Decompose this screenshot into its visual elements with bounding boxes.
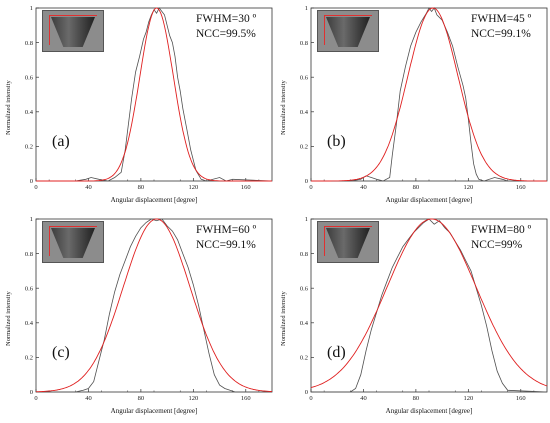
x-tick-label: 80 [138, 395, 145, 402]
inset-scale-line [324, 15, 325, 45]
chart-b: 0 40 80 120 160 0 0.2 0.4 0.6 0.8 1 [300, 5, 548, 191]
y-tick-label: 0.4 [300, 109, 309, 116]
inset-scale-line [324, 226, 372, 227]
y-tick-label: 0.4 [25, 109, 34, 116]
chart-d: 0 40 80 120 160 0 0.2 0.4 0.6 0.8 1 [300, 216, 548, 402]
fwhm-annotation-d: FWHM=80 º [471, 224, 532, 236]
y-tick-label: 0.6 [25, 285, 34, 292]
y-tick-label: 1 [305, 216, 308, 223]
fwhm-annotation-c: FWHM=60 º [196, 224, 257, 236]
x-tick-label: 0 [309, 184, 312, 191]
inset-image-d [317, 221, 379, 263]
ncc-annotation-d: NCC=99% [471, 239, 523, 251]
x-tick-label: 0 [34, 184, 37, 191]
panel-label-a: (a) [52, 133, 70, 150]
chart-c: 0 40 80 120 160 0 0.2 0.4 0.6 0.8 1 [25, 216, 273, 402]
y-tick-label: 0.6 [25, 74, 34, 81]
fit-curve [36, 7, 272, 182]
y-tick-label: 0.2 [25, 355, 33, 362]
y-tick-label: 0 [305, 389, 308, 396]
y-tick-label: 0.2 [25, 144, 33, 151]
x-tick-label: 160 [516, 184, 526, 191]
y-tick-label: 0.6 [300, 74, 309, 81]
inset-trapezoid [326, 228, 370, 258]
x-tick-label: 120 [188, 395, 198, 402]
measured-curve [36, 7, 273, 182]
panel-d: 0 40 80 120 160 0 0.2 0.4 0.6 0.8 1 FWHM=80 º NCC=… [275, 211, 550, 422]
inset-image-c [42, 221, 104, 263]
inset-trapezoid [51, 228, 95, 258]
x-tick-label: 120 [463, 395, 473, 402]
inset-scale-line [324, 15, 372, 16]
fwhm-annotation-b: FWHM=45 º [471, 13, 532, 25]
y-tick-label: 1 [305, 5, 308, 12]
panel-label-d: (d) [327, 344, 346, 361]
x-tick-label: 80 [413, 395, 420, 402]
ncc-annotation-c: NCC=99.1% [196, 239, 256, 251]
y-tick-label: 1 [30, 5, 33, 12]
inset-trapezoid [326, 17, 370, 47]
x-tick-label: 80 [413, 184, 420, 191]
y-tick-label: 0.6 [300, 285, 309, 292]
x-tick-label: 40 [85, 395, 92, 402]
inset-scale-line [49, 226, 97, 227]
ncc-annotation-b: NCC=99.1% [471, 28, 531, 40]
panel-label-b: (b) [327, 133, 346, 150]
x-axis-label-c: Angular displacement [degree] [110, 407, 198, 415]
x-tick-label: 40 [85, 184, 92, 191]
x-tick-label: 80 [138, 184, 145, 191]
x-tick-label: 160 [516, 395, 526, 402]
y-tick-label: 0.2 [300, 144, 308, 151]
inset-image-b [317, 10, 379, 52]
y-axis-label-b: Normalized intensity [280, 80, 287, 135]
y-axis-label-c: Normalized intensity [5, 291, 12, 346]
y-tick-label: 0.8 [25, 251, 33, 258]
x-tick-label: 0 [34, 395, 37, 402]
y-tick-label: 0 [30, 178, 33, 185]
inset-scale-line [49, 15, 50, 45]
y-tick-label: 1 [30, 216, 33, 223]
panel-label-c: (c) [52, 344, 70, 361]
x-tick-label: 120 [463, 184, 473, 191]
y-tick-label: 0.4 [25, 320, 34, 327]
x-axis-label-a: Angular displacement [degree] [110, 196, 198, 204]
y-axis-label-d: Normalized intensity [280, 291, 287, 346]
fwhm-annotation-a: FWHM=30 º [196, 13, 257, 25]
fit-curve [36, 218, 273, 393]
x-axis-label-d: Angular displacement [degree] [385, 407, 473, 415]
x-axis-label-b: Angular displacement [degree] [385, 196, 473, 204]
y-axis-label-a: Normalized intensity [5, 80, 12, 135]
measured-curve [311, 7, 547, 182]
x-tick-label: 40 [360, 395, 367, 402]
inset-scale-line [324, 226, 325, 256]
panel-b: 0 40 80 120 160 0 0.2 0.4 0.6 0.8 1 FWHM=45 º NCC=… [275, 0, 550, 211]
y-tick-label: 0.8 [25, 40, 33, 47]
y-tick-label: 0.4 [300, 320, 309, 327]
x-tick-label: 40 [360, 184, 367, 191]
x-tick-label: 0 [309, 395, 312, 402]
chart-a: 0 40 80 120 160 0 0.2 0.4 0.6 0.8 1 [25, 5, 273, 191]
ncc-annotation-a: NCC=99.5% [196, 28, 256, 40]
fit-curve [311, 7, 547, 182]
inset-scale-line [49, 226, 50, 256]
inset-scale-line [49, 15, 97, 16]
panel-a: 0 40 80 120 160 0 0.2 0.4 0.6 0.8 1 FWHM=30 º NCC=… [0, 0, 275, 211]
y-tick-label: 0.2 [300, 355, 308, 362]
inset-trapezoid [51, 17, 95, 47]
x-tick-label: 160 [241, 395, 251, 402]
y-tick-label: 0.8 [300, 40, 308, 47]
inset-image-a [42, 10, 104, 52]
y-tick-label: 0 [305, 178, 308, 185]
x-tick-label: 120 [188, 184, 198, 191]
panel-c: 0 40 80 120 160 0 0.2 0.4 0.6 0.8 1 FWHM=60 º NCC=… [0, 211, 275, 422]
y-tick-label: 0.8 [300, 251, 308, 258]
measured-curve [36, 218, 272, 393]
fit-curve [310, 218, 548, 389]
x-tick-label: 160 [241, 184, 251, 191]
y-tick-label: 0 [30, 389, 33, 396]
